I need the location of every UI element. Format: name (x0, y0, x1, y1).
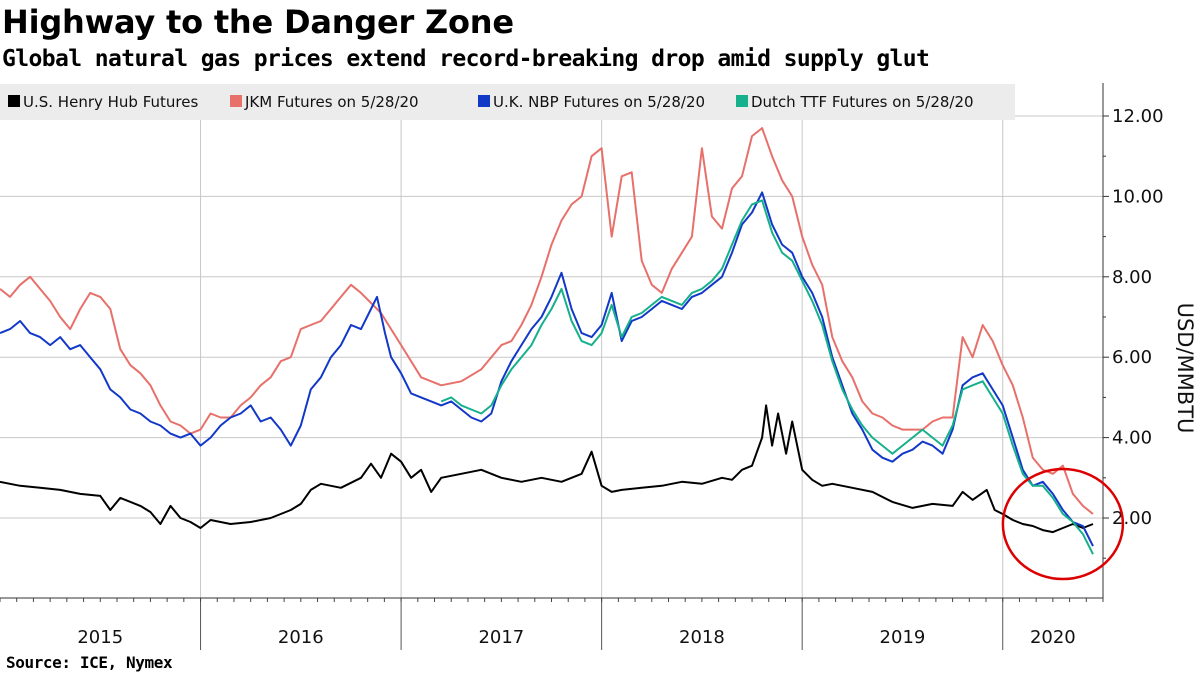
highlight-circle (1001, 467, 1125, 581)
page-subtitle: Global natural gas prices extend record-… (2, 46, 930, 72)
legend: U.S. Henry Hub Futures JKM Futures on 5/2… (0, 84, 1015, 120)
page-title: Highway to the Danger Zone (2, 3, 514, 41)
legend-label: JKM Futures on 5/28/20 (244, 93, 419, 111)
y-tick-label: 4.00 (1112, 428, 1152, 449)
axis-layer: 2.00 4.00 6.00 8.00 10.00 12.00 2015 2016 2017 20… (0, 83, 1197, 650)
y-axis-label: USD/MMBTU (1173, 303, 1197, 434)
x-year-label: 2020 (1030, 627, 1076, 648)
y-tick-label: 12.00 (1112, 106, 1164, 127)
y-tick-label: 10.00 (1112, 186, 1164, 207)
grid-layer (0, 108, 1103, 598)
legend-swatch (736, 95, 748, 107)
legend-label: U.K. NBP Futures on 5/28/20 (493, 93, 705, 111)
legend-swatch (230, 95, 242, 107)
x-year-label: 2016 (278, 627, 324, 648)
y-tick-label: 2.00 (1112, 508, 1152, 529)
series-line-2 (0, 191, 1094, 547)
x-year-label: 2015 (77, 627, 123, 648)
legend-swatch (8, 95, 20, 107)
source-note: Source: ICE, Nymex (6, 653, 173, 672)
series-layer (0, 127, 1094, 555)
x-year-label: 2019 (880, 627, 926, 648)
x-year-label: 2017 (478, 627, 524, 648)
x-year-label: 2018 (679, 627, 725, 648)
annotation-layer (1001, 467, 1125, 581)
legend-label: Dutch TTF Futures on 5/28/20 (751, 93, 974, 111)
legend-label: U.S. Henry Hub Futures (23, 93, 198, 111)
series-line-1 (0, 127, 1094, 515)
y-tick-label: 8.00 (1112, 267, 1152, 288)
y-tick-label: 6.00 (1112, 347, 1152, 368)
series-line-3 (440, 199, 1094, 555)
legend-background (0, 84, 1015, 120)
legend-swatch (478, 95, 490, 107)
series-line-0 (0, 404, 1094, 534)
